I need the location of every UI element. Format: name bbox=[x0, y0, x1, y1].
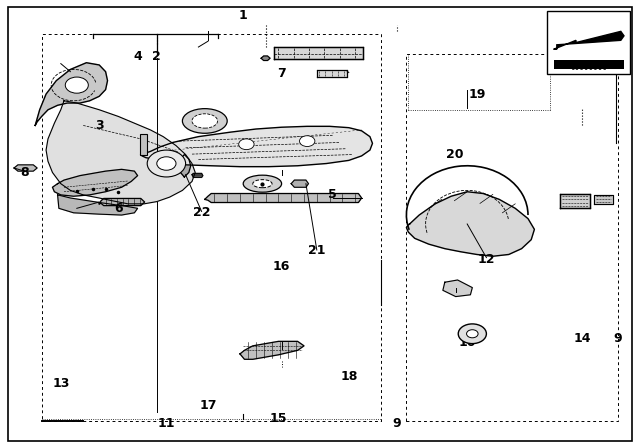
Text: 1: 1 bbox=[239, 9, 248, 22]
Text: 5: 5 bbox=[328, 188, 337, 202]
Polygon shape bbox=[179, 155, 191, 177]
Text: 18: 18 bbox=[340, 370, 358, 383]
Bar bbox=[554, 60, 624, 69]
Ellipse shape bbox=[182, 109, 227, 134]
Polygon shape bbox=[291, 180, 308, 187]
Text: 11: 11 bbox=[157, 417, 175, 430]
Text: 16: 16 bbox=[273, 260, 291, 273]
Text: 17: 17 bbox=[199, 399, 217, 412]
Circle shape bbox=[300, 136, 315, 146]
Polygon shape bbox=[560, 194, 590, 208]
Polygon shape bbox=[594, 195, 613, 204]
Text: 20: 20 bbox=[445, 148, 463, 161]
Circle shape bbox=[147, 150, 186, 177]
Text: 7: 7 bbox=[277, 67, 286, 81]
Polygon shape bbox=[205, 194, 362, 202]
Text: 13: 13 bbox=[52, 376, 70, 390]
Text: 9: 9 bbox=[392, 417, 401, 430]
Text: 00000000: 00000000 bbox=[570, 63, 607, 72]
Polygon shape bbox=[274, 47, 363, 59]
Circle shape bbox=[157, 157, 176, 170]
Polygon shape bbox=[46, 101, 195, 204]
Polygon shape bbox=[406, 192, 534, 256]
Text: 22: 22 bbox=[193, 206, 211, 220]
Polygon shape bbox=[240, 341, 304, 359]
Bar bbox=[42, 34, 381, 421]
Bar bbox=[140, 134, 147, 155]
Ellipse shape bbox=[253, 180, 272, 188]
Ellipse shape bbox=[192, 114, 218, 128]
Text: 8: 8 bbox=[20, 166, 29, 179]
Polygon shape bbox=[261, 56, 270, 60]
Circle shape bbox=[65, 77, 88, 93]
Ellipse shape bbox=[243, 175, 282, 192]
Polygon shape bbox=[554, 31, 624, 49]
Text: 4: 4 bbox=[133, 49, 142, 63]
Circle shape bbox=[458, 324, 486, 344]
Circle shape bbox=[467, 330, 478, 338]
Text: 2: 2 bbox=[152, 49, 161, 63]
Polygon shape bbox=[317, 70, 347, 77]
Text: 15: 15 bbox=[269, 412, 287, 426]
Text: 12: 12 bbox=[477, 253, 495, 267]
Polygon shape bbox=[192, 173, 203, 177]
Text: 21: 21 bbox=[308, 244, 326, 258]
Polygon shape bbox=[443, 280, 472, 297]
Text: 3: 3 bbox=[95, 119, 104, 132]
Polygon shape bbox=[52, 169, 138, 196]
Bar bbox=[547, 11, 630, 74]
Polygon shape bbox=[35, 63, 108, 125]
Text: 9: 9 bbox=[613, 332, 622, 345]
Polygon shape bbox=[14, 165, 37, 171]
Polygon shape bbox=[58, 195, 138, 215]
Text: 19: 19 bbox=[468, 87, 486, 101]
Polygon shape bbox=[99, 198, 145, 206]
Bar bbox=[406, 54, 618, 421]
Polygon shape bbox=[141, 126, 372, 167]
Text: 10: 10 bbox=[458, 336, 476, 349]
Text: 6: 6 bbox=[114, 202, 123, 215]
Circle shape bbox=[239, 139, 254, 150]
Text: 14: 14 bbox=[573, 332, 591, 345]
